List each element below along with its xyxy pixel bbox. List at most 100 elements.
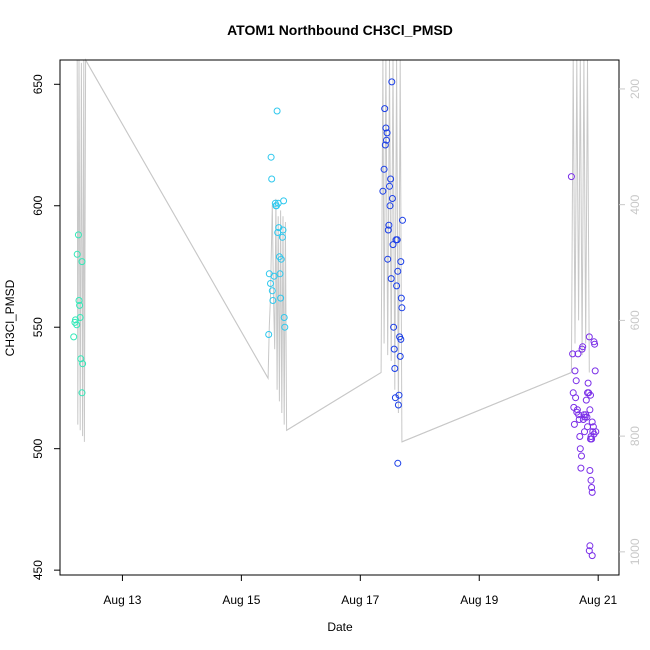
y-tick-label: 550	[31, 317, 45, 337]
data-point	[592, 428, 600, 436]
data-point	[77, 355, 85, 363]
data-point	[380, 165, 388, 173]
data-point	[268, 287, 276, 295]
data-point	[397, 335, 405, 343]
right-tick-label: 200	[628, 79, 642, 99]
data-point	[387, 275, 395, 283]
x-tick-label: Aug 19	[460, 593, 498, 607]
data-point	[586, 467, 594, 474]
right-tick-label: 800	[628, 426, 642, 446]
data-point	[397, 258, 405, 266]
data-point	[381, 141, 389, 149]
data-point	[384, 255, 392, 263]
x-axis: Aug 13 Aug 15 Aug 17 Aug 19 Aug 21	[103, 575, 618, 607]
right-tick-label: 400	[628, 194, 642, 214]
data-point	[78, 389, 86, 397]
data-point	[73, 250, 81, 258]
data-point	[399, 216, 406, 224]
x-tick-label: Aug 15	[222, 593, 260, 607]
data-point	[575, 416, 583, 423]
transit-segment-2	[286, 372, 382, 431]
y-axis-title: CH3Cl_PMSD	[3, 279, 17, 356]
data-point	[391, 365, 399, 372]
data-point	[78, 258, 86, 266]
data-point	[590, 338, 598, 346]
data-point	[569, 350, 577, 358]
data-point	[273, 107, 281, 115]
data-point	[567, 173, 575, 181]
data-point	[576, 445, 584, 453]
right-tick-label: 1000	[628, 538, 642, 565]
data-point	[277, 255, 285, 263]
data-point	[384, 226, 392, 234]
series-2	[265, 107, 289, 338]
data-point	[396, 352, 404, 360]
data-point	[268, 175, 276, 183]
x-tick-label: Aug 13	[103, 593, 141, 607]
data-point	[572, 377, 580, 385]
data-point	[383, 129, 391, 137]
data-point	[588, 552, 596, 560]
data-point	[388, 195, 396, 202]
data-point	[586, 542, 594, 550]
data-point	[395, 391, 403, 399]
data-point	[572, 394, 580, 402]
data-point	[386, 202, 394, 210]
data-points	[70, 78, 600, 560]
data-point	[280, 314, 288, 321]
data-point	[76, 314, 84, 321]
data-point	[586, 406, 594, 414]
data-point	[582, 396, 590, 404]
data-point	[393, 236, 401, 244]
x-tick-label: Aug 21	[579, 593, 617, 607]
data-point	[393, 282, 401, 290]
data-point	[577, 464, 585, 472]
data-point	[267, 153, 275, 161]
data-point	[584, 423, 591, 431]
data-point	[379, 187, 387, 195]
data-point	[75, 297, 83, 304]
data-point	[278, 233, 286, 241]
data-point	[388, 78, 396, 86]
data-point	[387, 175, 395, 183]
series-3	[379, 78, 406, 467]
series-4	[567, 173, 600, 560]
data-point	[281, 323, 289, 331]
data-point	[591, 367, 599, 375]
data-point	[579, 343, 587, 351]
data-point	[588, 418, 596, 426]
x-axis-title: Date	[327, 620, 353, 634]
data-point	[570, 420, 578, 428]
data-point	[585, 333, 593, 341]
data-point	[390, 323, 398, 331]
data-point	[382, 124, 390, 132]
chart-title: ATOM1 Northbound CH3Cl_PMSD	[227, 22, 453, 38]
data-point	[385, 221, 393, 229]
data-point	[70, 333, 78, 341]
data-point	[390, 345, 398, 353]
data-point	[576, 433, 584, 440]
data-point	[398, 304, 406, 312]
data-point	[574, 350, 582, 358]
data-point	[276, 270, 284, 278]
data-point	[73, 321, 81, 329]
x-tick-label: Aug 17	[341, 593, 379, 607]
y-tick-label: 450	[31, 560, 45, 580]
data-point	[587, 391, 594, 399]
data-point	[584, 379, 592, 387]
data-point	[267, 280, 274, 287]
data-point	[394, 401, 402, 409]
plot-frame	[59, 59, 620, 576]
data-point	[583, 413, 591, 421]
data-point	[571, 367, 579, 375]
data-point	[265, 331, 273, 338]
data-point	[74, 231, 82, 239]
data-point	[587, 435, 594, 443]
transit-segment-3	[401, 372, 572, 443]
data-point	[588, 488, 596, 496]
data-point	[397, 294, 405, 302]
y-tick-label: 600	[31, 195, 45, 215]
data-point	[269, 297, 277, 304]
data-point	[394, 459, 402, 467]
